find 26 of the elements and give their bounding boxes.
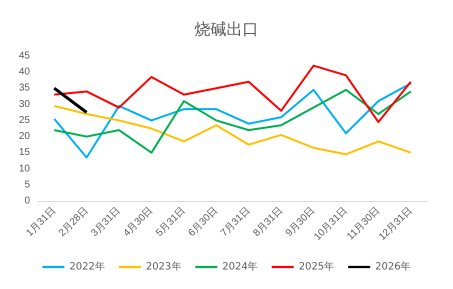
x-tick-label: 5月31日 bbox=[154, 205, 188, 239]
y-tick-label: 35 bbox=[18, 82, 30, 94]
line-series bbox=[53, 64, 412, 124]
legend-label: 2024年 bbox=[222, 260, 258, 272]
x-tick-label: 4月30日 bbox=[122, 205, 156, 239]
y-tick-label: 45 bbox=[18, 50, 30, 62]
x-tick-label: 3月31日 bbox=[89, 205, 123, 239]
chart-title: 烧碱出口 bbox=[194, 20, 258, 38]
y-tick-label: 20 bbox=[18, 131, 30, 142]
y-tick-label: 15 bbox=[18, 147, 30, 158]
line-series bbox=[53, 104, 412, 156]
x-tick-label: 7月31日 bbox=[218, 205, 253, 239]
y-tick-label: 40 bbox=[18, 66, 30, 78]
legend-label: 2022年 bbox=[69, 260, 105, 272]
y-tick-label: 0 bbox=[24, 196, 30, 206]
legend-label: 2025年 bbox=[298, 260, 334, 272]
legend-label: 2023年 bbox=[146, 260, 182, 272]
x-tick-label: 2月28日 bbox=[56, 205, 91, 239]
x-tick-label: 1月31日 bbox=[24, 205, 58, 239]
x-tick-label: 8月31日 bbox=[251, 205, 286, 239]
y-tick-label: 5 bbox=[24, 179, 30, 190]
legend-label: 2026年 bbox=[375, 260, 411, 272]
x-tick-label: 6月30日 bbox=[186, 205, 220, 239]
y-tick-label: 10 bbox=[18, 163, 30, 174]
y-tick-label: 25 bbox=[18, 114, 30, 126]
y-tick-label: 30 bbox=[18, 98, 30, 110]
